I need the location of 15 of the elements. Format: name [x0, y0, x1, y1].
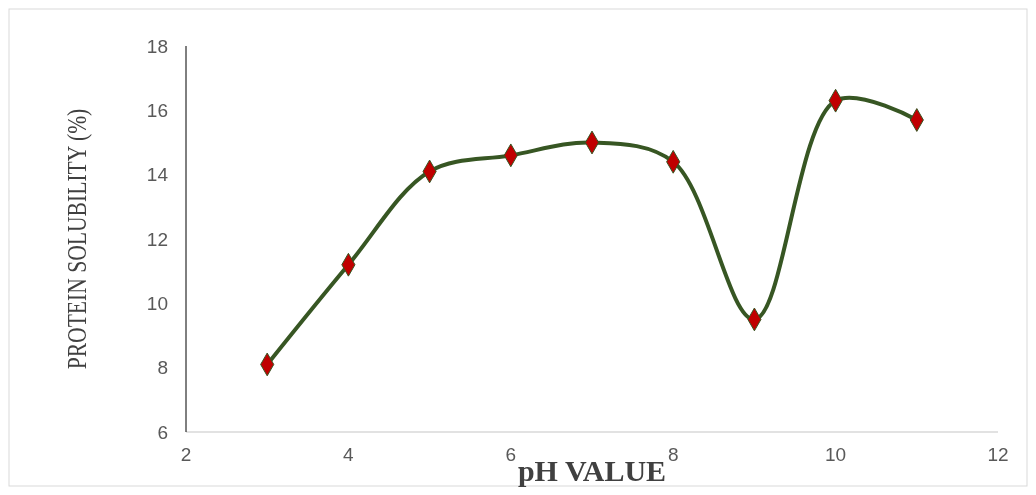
y-tick-label: 14 [146, 164, 169, 186]
x-tick-label: 2 [180, 443, 192, 465]
x-axis-title: pH VALUE [517, 454, 667, 487]
y-tick-label: 8 [157, 357, 168, 379]
y-axis-title: PROTEIN SOLUBILITY (%) [61, 108, 93, 370]
y-tick-label: 18 [146, 35, 168, 57]
x-tick-label: 4 [343, 443, 355, 465]
x-tick-label: 8 [667, 443, 679, 465]
x-tick-label: 10 [825, 443, 847, 465]
y-tick-label: 16 [146, 99, 168, 121]
y-tick-label: 12 [146, 228, 168, 250]
x-tick-label: 6 [505, 443, 517, 465]
y-tick-label: 10 [146, 292, 168, 314]
y-tick-label: 6 [157, 421, 168, 443]
x-tick-label: 12 [987, 443, 1009, 465]
